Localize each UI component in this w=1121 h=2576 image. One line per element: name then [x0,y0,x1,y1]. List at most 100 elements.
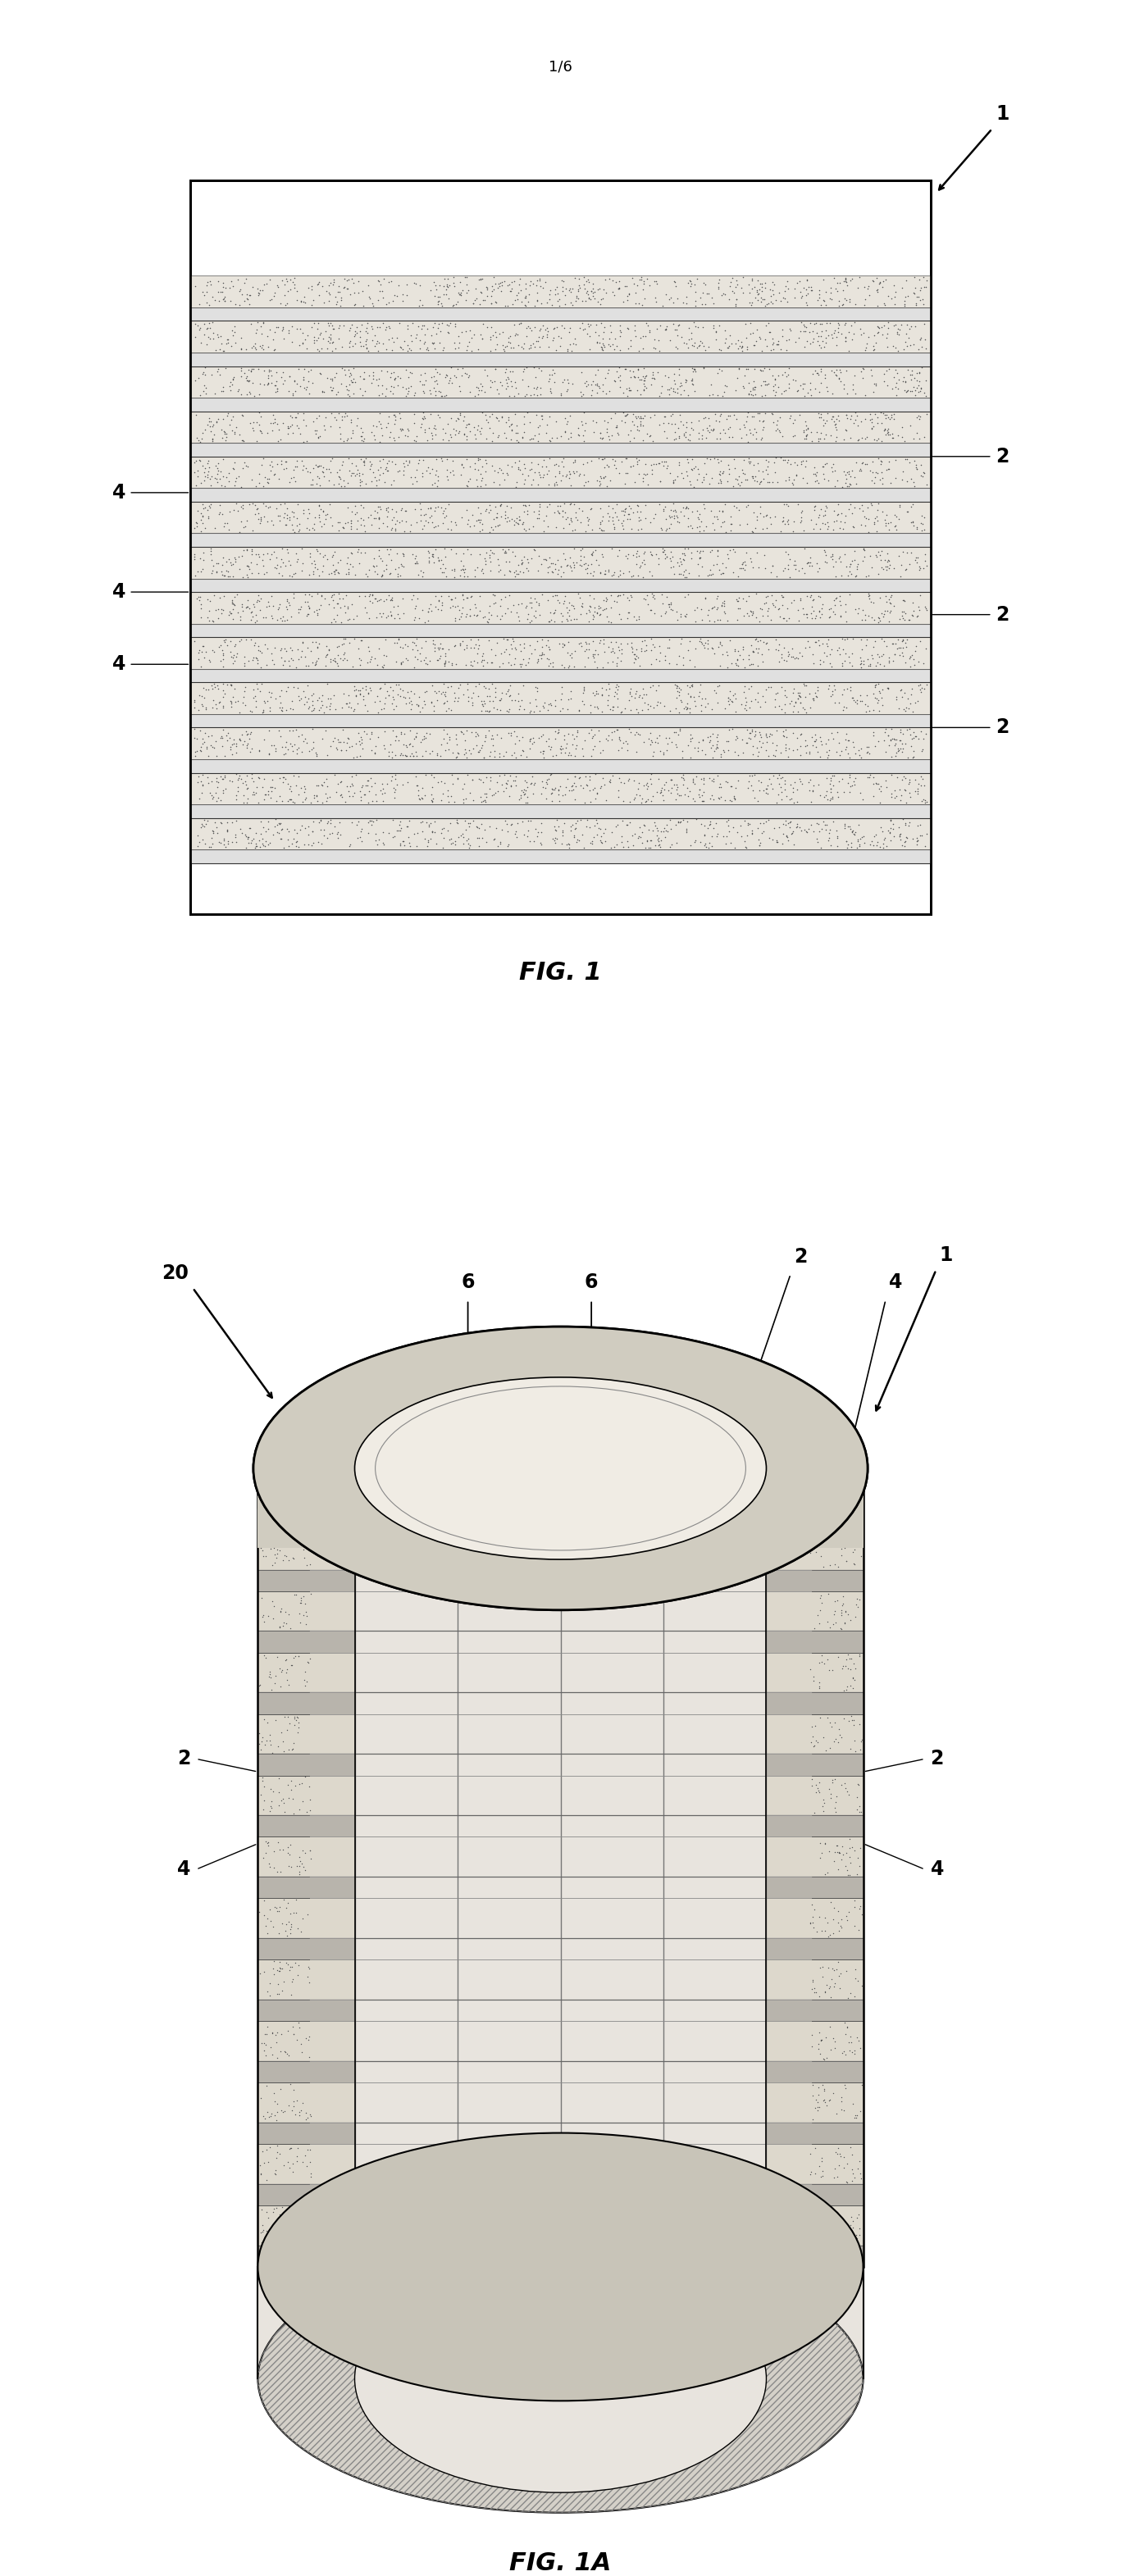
Point [457,464,475,505]
Point [213,410,231,451]
Point [323,536,341,577]
Point [578,505,596,546]
Point [549,770,567,811]
Point [791,502,809,544]
Point [603,685,621,726]
Point [454,574,472,616]
Point [804,677,822,719]
Point [308,456,326,497]
Point [376,461,393,502]
Point [905,737,923,778]
Point [528,670,546,711]
Point [703,827,721,868]
Point [845,1659,863,1700]
Point [492,809,510,850]
Point [821,1968,839,2009]
Point [779,456,797,497]
Point [828,417,846,459]
Point [853,1450,871,1492]
Point [912,765,930,806]
Point [630,283,648,325]
Point [834,2213,852,2254]
Point [896,286,914,327]
Point [298,451,316,492]
Point [279,2141,297,2182]
Point [252,410,270,451]
Point [850,487,868,528]
Point [804,724,822,765]
Point [266,453,284,495]
Point [798,541,816,582]
Point [214,634,232,675]
Point [832,1716,850,1757]
Point [497,358,515,399]
Point [850,1587,868,1628]
Point [187,502,205,544]
Point [781,806,799,848]
Point [759,773,777,814]
Point [804,322,822,363]
Point [780,459,798,500]
Point [232,487,250,528]
Point [904,737,921,778]
Point [282,404,300,446]
Point [856,623,874,665]
Point [617,453,634,495]
Point [212,623,230,665]
Point [406,587,424,629]
Point [890,688,908,729]
Point [733,330,751,371]
Point [747,714,765,755]
Point [219,801,237,842]
Point [506,500,524,541]
Point [900,544,918,585]
Point [502,592,520,634]
Point [840,719,858,760]
Point [723,781,741,822]
Point [370,667,388,708]
Point [510,688,528,729]
Point [270,587,288,629]
Point [504,327,522,368]
Point [192,760,210,801]
Point [778,330,796,371]
Point [632,817,650,858]
Point [392,544,410,585]
Point [886,719,904,760]
Point [871,600,889,641]
Point [846,283,864,325]
Point [304,621,322,662]
Point [793,497,810,538]
Point [605,672,623,714]
Point [908,353,926,394]
Point [270,811,288,853]
Point [867,456,884,497]
Point [840,1481,858,1522]
Point [319,317,337,358]
Point [806,368,824,410]
Point [620,484,638,526]
Point [298,327,316,368]
Point [222,399,240,440]
Point [516,492,534,533]
Point [842,822,860,863]
Point [392,641,410,683]
Point [708,528,726,569]
Point [833,492,851,533]
Point [214,757,232,799]
Point [618,438,636,479]
Point [298,1463,316,1504]
Point [372,580,390,621]
Point [809,1481,827,1522]
Point [388,556,406,598]
Point [614,392,632,433]
Point [519,641,537,683]
Point [787,549,805,590]
Point [860,574,878,616]
Point [566,440,584,482]
Point [439,304,457,345]
Point [753,675,771,716]
Point [295,773,313,814]
Point [824,1899,842,1940]
Point [902,487,920,528]
